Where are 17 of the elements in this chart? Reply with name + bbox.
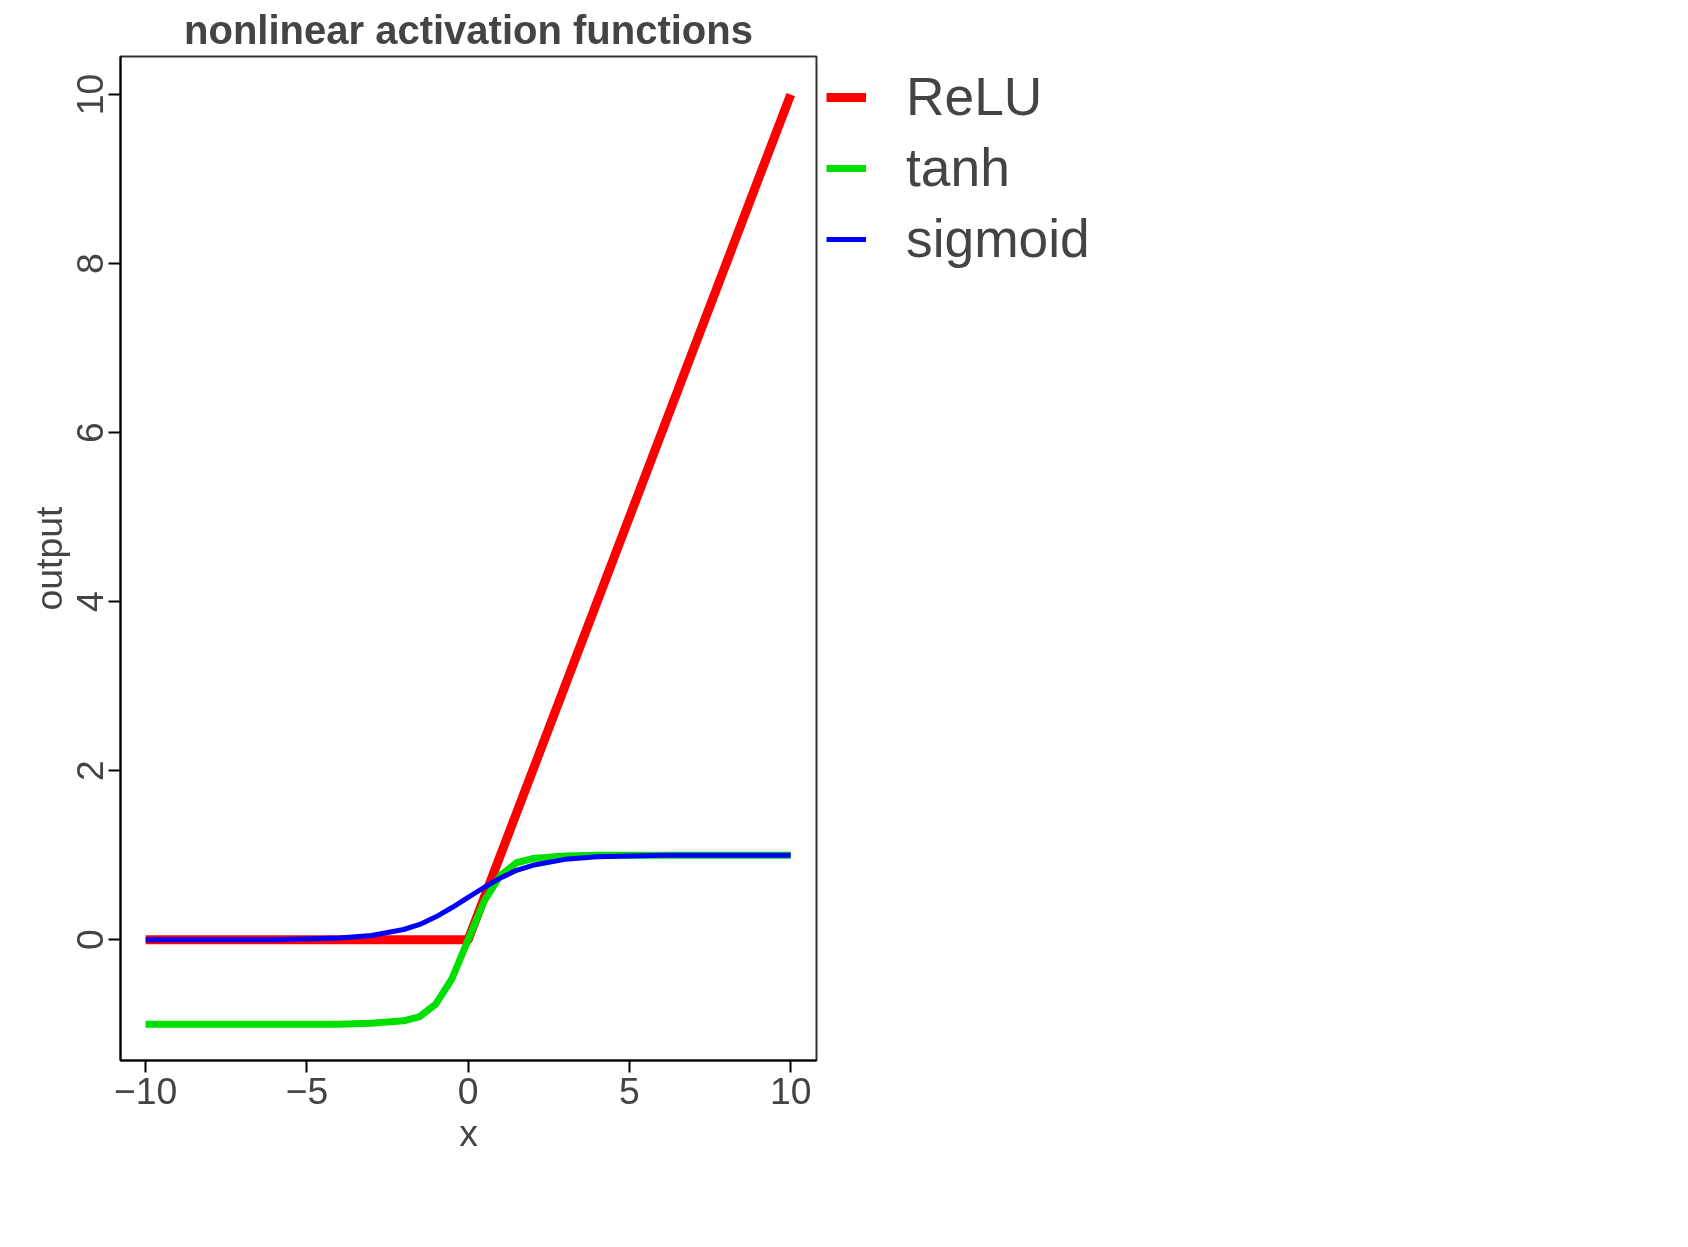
y-tick-label: 6 [69, 422, 112, 443]
y-tick-label: 0 [69, 929, 112, 951]
y-tick-label: 8 [69, 253, 112, 274]
legend-label: ReLU [906, 66, 1043, 127]
x-tick-label: 5 [619, 1069, 640, 1112]
y-tick-label: 10 [69, 73, 112, 116]
legend-label: tanh [906, 137, 1010, 198]
legend-label: sigmoid [906, 208, 1090, 269]
x-tick-label: 10 [769, 1069, 812, 1112]
x-tick-label: −5 [285, 1069, 329, 1112]
y-tick-label: 4 [69, 591, 112, 612]
x-tick-label: −10 [114, 1069, 178, 1112]
x-axis-title: x [459, 1111, 479, 1154]
y-tick-label: 2 [69, 760, 112, 781]
y-axis-title: output [27, 505, 70, 611]
chart-title: nonlinear activation functions [184, 7, 753, 52]
x-tick-label: 0 [457, 1069, 479, 1112]
